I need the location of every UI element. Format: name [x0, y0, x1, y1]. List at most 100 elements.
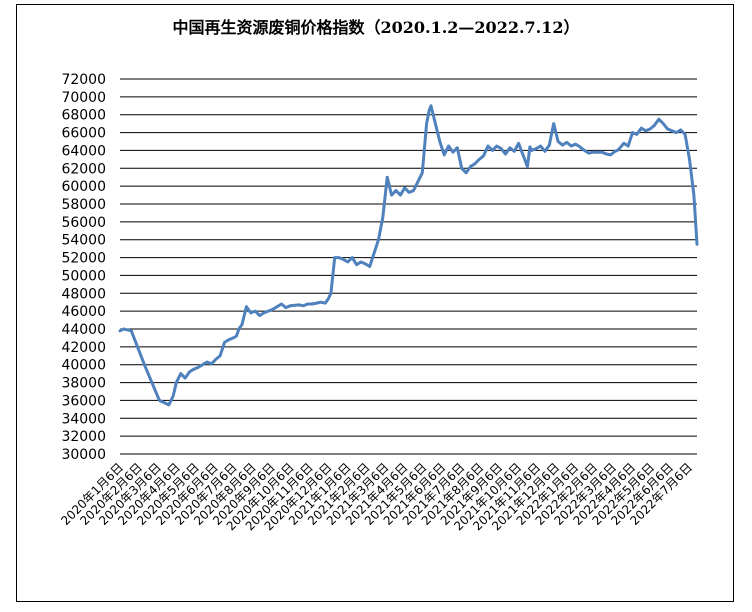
data-point	[587, 151, 590, 155]
data-point	[245, 305, 248, 308]
data-point	[337, 256, 341, 259]
y-tick-label: 60000	[61, 179, 106, 195]
y-tick-label: 40000	[61, 358, 106, 374]
data-point	[258, 314, 261, 317]
data-point	[262, 311, 266, 315]
data-point	[600, 151, 604, 154]
data-point	[499, 147, 503, 150]
y-tick-label: 44000	[61, 322, 106, 338]
data-point	[692, 193, 696, 197]
data-point	[143, 363, 146, 366]
data-point	[561, 143, 564, 147]
data-point	[416, 180, 420, 183]
data-point	[359, 260, 363, 264]
y-tick-label: 48000	[61, 286, 106, 302]
data-point	[175, 381, 178, 384]
y-tick-label: 64000	[61, 143, 106, 159]
data-point	[679, 128, 682, 132]
data-point	[342, 258, 345, 261]
data-point	[399, 193, 402, 197]
data-point	[364, 262, 367, 265]
data-point	[695, 243, 699, 246]
data-point	[528, 145, 532, 149]
data-point	[429, 104, 433, 108]
y-tick-label: 62000	[61, 161, 106, 177]
data-point	[616, 149, 619, 152]
data-point	[324, 301, 327, 305]
data-point	[631, 131, 634, 134]
data-point	[460, 167, 463, 170]
data-point	[648, 127, 652, 131]
series-group	[118, 104, 699, 407]
data-point	[653, 124, 656, 127]
y-tick-label: 38000	[61, 376, 106, 392]
data-point	[249, 311, 252, 315]
data-point	[570, 144, 573, 148]
data-point	[644, 129, 647, 132]
data-point	[232, 336, 235, 340]
data-point	[657, 118, 660, 121]
data-point	[368, 265, 371, 268]
data-point	[377, 238, 380, 241]
data-point	[183, 376, 187, 380]
data-point	[451, 151, 455, 154]
data-point	[223, 341, 226, 344]
data-point	[618, 147, 621, 150]
data-point	[327, 297, 330, 300]
data-point	[622, 142, 625, 145]
data-point	[609, 153, 612, 157]
chart-title: 中国再生资源废铜价格指数（2020.1.2—2022.7.12）	[172, 18, 580, 37]
data-point	[172, 394, 175, 398]
data-point	[421, 171, 424, 174]
data-point	[192, 368, 195, 371]
data-point	[188, 370, 191, 374]
y-tick-label: 54000	[61, 233, 106, 249]
y-tick-label: 68000	[61, 108, 106, 124]
data-point	[666, 127, 669, 131]
gridlines	[120, 78, 697, 455]
data-point	[583, 149, 586, 152]
y-tick-label: 32000	[61, 429, 106, 445]
y-tick-label: 30000	[61, 447, 106, 463]
data-point	[469, 165, 472, 168]
data-point	[662, 122, 665, 125]
data-point	[329, 292, 333, 295]
data-point	[306, 302, 309, 306]
data-point	[179, 372, 182, 375]
data-point	[167, 403, 170, 407]
data-point	[158, 399, 161, 402]
data-point	[438, 140, 441, 143]
data-point	[495, 144, 498, 148]
y-tick-label: 50000	[61, 268, 106, 284]
data-point	[235, 334, 238, 338]
data-point	[386, 176, 389, 179]
data-point	[491, 149, 494, 152]
data-point	[530, 149, 533, 152]
data-point	[214, 358, 217, 361]
data-point	[240, 323, 244, 326]
y-tick-label: 34000	[61, 411, 106, 427]
data-point	[486, 144, 490, 148]
data-point	[403, 186, 406, 190]
data-point	[333, 256, 336, 259]
data-point	[578, 145, 582, 149]
data-point	[122, 327, 126, 331]
data-point	[548, 143, 551, 147]
data-point	[543, 150, 547, 153]
data-point	[473, 162, 476, 165]
data-point	[280, 302, 283, 306]
data-point	[635, 133, 639, 136]
data-point	[591, 151, 595, 154]
data-point	[227, 338, 231, 341]
data-point	[425, 122, 428, 125]
data-point	[355, 263, 358, 266]
data-point	[428, 109, 431, 112]
y-tick-label: 46000	[61, 304, 106, 320]
data-point	[447, 144, 450, 148]
data-point	[254, 309, 257, 313]
data-point	[605, 152, 608, 156]
data-point	[289, 304, 292, 307]
data-point	[675, 131, 678, 134]
y-tick-label: 36000	[61, 393, 106, 409]
data-point	[513, 150, 516, 153]
